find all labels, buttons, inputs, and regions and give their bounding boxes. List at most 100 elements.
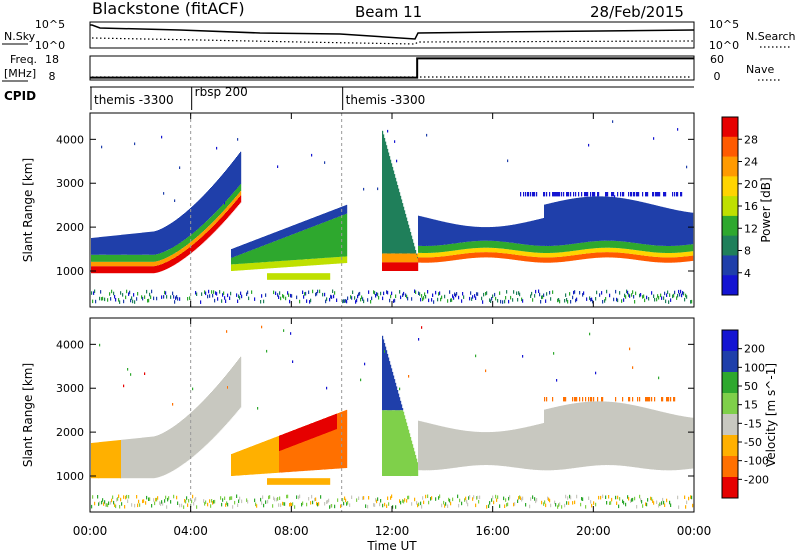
power-cell bbox=[566, 251, 568, 257]
velocity-cell bbox=[616, 402, 618, 466]
velocity-cell bbox=[544, 397, 546, 402]
velocity-cell bbox=[689, 417, 691, 469]
power-cell bbox=[451, 250, 453, 256]
power-cell bbox=[569, 255, 571, 262]
velocity-cell bbox=[236, 452, 238, 476]
power-cell bbox=[99, 254, 101, 262]
power-cell bbox=[209, 189, 211, 219]
power-cell bbox=[121, 266, 123, 274]
velocity-cell bbox=[244, 449, 246, 475]
power-cell bbox=[382, 296, 384, 301]
power-cell bbox=[187, 210, 189, 238]
velocity-cell bbox=[124, 439, 126, 479]
power-cell bbox=[393, 262, 395, 271]
power-cell bbox=[666, 257, 668, 263]
power-cell bbox=[459, 249, 461, 255]
power-cell bbox=[672, 294, 674, 299]
power-cell bbox=[156, 296, 158, 301]
power-cell bbox=[565, 199, 567, 245]
power-cell bbox=[440, 221, 442, 246]
velocity-cell bbox=[457, 494, 459, 499]
power-cell bbox=[655, 252, 657, 257]
power-cell bbox=[432, 245, 434, 253]
power-cell bbox=[648, 297, 650, 301]
power-cell bbox=[654, 205, 656, 246]
power-cell bbox=[430, 245, 432, 253]
velocity-cell bbox=[425, 422, 427, 471]
power-cell bbox=[539, 252, 541, 258]
power-cell bbox=[282, 229, 284, 239]
power-cell bbox=[205, 222, 207, 230]
velocity-cell bbox=[99, 442, 101, 479]
velocity-cell bbox=[472, 497, 474, 501]
velocity-cell bbox=[595, 371, 597, 375]
velocity-cell bbox=[481, 432, 483, 466]
power-cell bbox=[532, 252, 534, 257]
power-cell bbox=[137, 254, 139, 262]
power-cell bbox=[678, 245, 680, 253]
power-cell bbox=[185, 246, 187, 251]
x-tick-label: 08:00 bbox=[274, 524, 309, 538]
power-cell bbox=[494, 241, 496, 248]
velocity-cell bbox=[191, 499, 193, 504]
velocity-cell bbox=[213, 389, 215, 438]
power-cell bbox=[283, 260, 285, 268]
velocity-cell bbox=[632, 366, 634, 369]
velocity-cell bbox=[205, 398, 207, 446]
velocity-cell bbox=[281, 478, 283, 485]
power-cell bbox=[331, 210, 333, 220]
velocity-cell bbox=[390, 364, 392, 411]
power-cell bbox=[220, 218, 222, 226]
power-cell bbox=[313, 258, 315, 266]
velocity-cell bbox=[544, 409, 546, 471]
power-cell bbox=[578, 192, 580, 197]
power-cell bbox=[327, 273, 329, 280]
velocity-cell bbox=[239, 496, 241, 501]
velocity-cell bbox=[269, 478, 271, 485]
power-cell bbox=[591, 297, 593, 302]
power-cell bbox=[279, 261, 281, 268]
velocity-cell bbox=[347, 501, 349, 505]
velocity-cell bbox=[499, 504, 501, 508]
velocity-cell bbox=[303, 478, 305, 485]
power-cell bbox=[409, 228, 411, 254]
power-cell bbox=[138, 254, 140, 262]
power-cell bbox=[390, 262, 392, 271]
power-cell bbox=[330, 211, 332, 220]
velocity-cell bbox=[128, 495, 130, 499]
power-cell bbox=[421, 253, 423, 258]
power-cell bbox=[637, 243, 639, 251]
velocity-cell bbox=[416, 501, 418, 505]
power-cell bbox=[494, 292, 496, 297]
power-cell bbox=[199, 239, 201, 246]
velocity-cell bbox=[391, 410, 393, 476]
power-cell bbox=[418, 245, 420, 253]
power-cell bbox=[191, 234, 193, 242]
velocity-cell bbox=[186, 416, 188, 462]
velocity-cell bbox=[600, 495, 602, 500]
power-cell bbox=[335, 217, 337, 258]
power-cell bbox=[664, 253, 666, 258]
power-cell bbox=[443, 221, 445, 245]
power-cell bbox=[400, 262, 402, 271]
velocity-cell bbox=[461, 501, 463, 506]
velocity-cell bbox=[98, 442, 100, 479]
power-cell bbox=[623, 248, 625, 253]
power-cell bbox=[538, 252, 540, 258]
power-cell bbox=[531, 252, 533, 257]
power-cell bbox=[554, 252, 556, 258]
power-cell bbox=[556, 252, 558, 258]
power-cell bbox=[452, 255, 454, 261]
power-cell bbox=[148, 298, 150, 303]
power-cell bbox=[240, 245, 242, 255]
power-cell bbox=[467, 248, 469, 254]
velocity-cell bbox=[311, 494, 313, 499]
power-cell bbox=[167, 225, 169, 251]
power-cell bbox=[671, 246, 673, 253]
power-cell bbox=[163, 295, 165, 299]
velocity-cell bbox=[646, 397, 648, 402]
power-cell bbox=[607, 196, 609, 241]
velocity-cell bbox=[320, 478, 322, 485]
power-cell bbox=[658, 245, 660, 253]
power-cell bbox=[273, 241, 275, 262]
